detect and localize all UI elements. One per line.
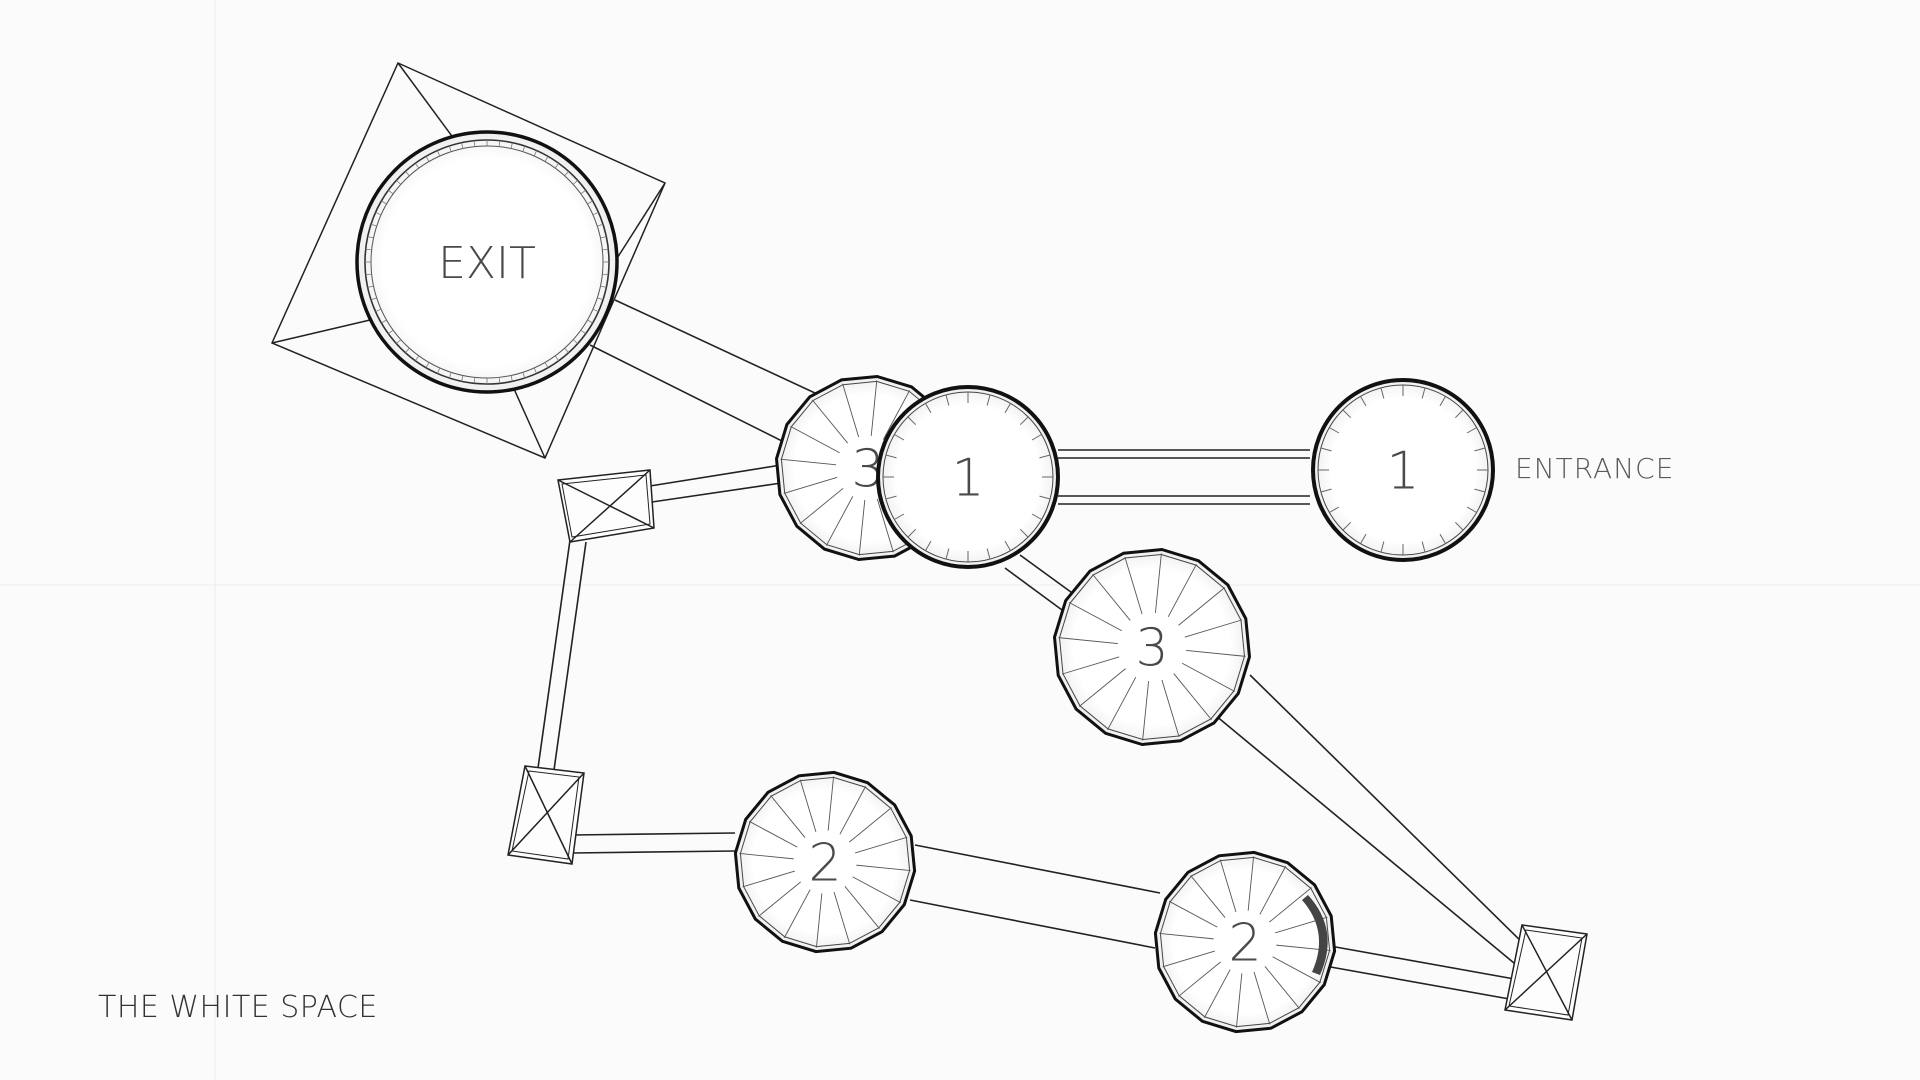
room-room-2-left: 2 [733, 770, 917, 954]
room-room-3-lower: 3 [1052, 547, 1252, 747]
room-room-2-right: 2 [1153, 850, 1337, 1034]
room-exit: EXIT [355, 130, 619, 394]
room-label-room-2-left: 2 [808, 834, 841, 894]
corridor-node-a-to-room-3 [649, 461, 803, 503]
room-room-1-center: 1 [876, 385, 1060, 569]
corridor-room-1-to-room-1 [1058, 449, 1310, 505]
corridor-node-a-to-node-b [537, 539, 587, 771]
corridor-room-2-to-node-c [1324, 945, 1521, 1001]
room-label-room-1-center: 1 [951, 449, 984, 509]
corridor-exit-to-room-3 [589, 299, 831, 451]
corridor-room-1-to-room-3 [1004, 554, 1076, 611]
node-b [507, 765, 585, 865]
corridor-room-3-to-node-c [1214, 674, 1531, 969]
room-2-right-hatch [1302, 895, 1328, 975]
entrance-label: ENTRANCE [1515, 452, 1674, 485]
corridors [537, 299, 1531, 1001]
corridor-room-2-to-room-2 [909, 844, 1161, 949]
room-label-exit: EXIT [438, 238, 536, 289]
node-a [557, 469, 655, 543]
room-label-room-2-right: 2 [1228, 914, 1261, 974]
node-c [1504, 924, 1588, 1021]
room-label-room-1-right: 1 [1386, 442, 1419, 502]
room-room-1-right: 1 [1311, 378, 1495, 562]
room-label-room-3-lower: 3 [1135, 619, 1168, 679]
corridor-node-b-to-room-2 [571, 832, 736, 854]
diagram-title: THE WHITE SPACE [98, 990, 378, 1025]
